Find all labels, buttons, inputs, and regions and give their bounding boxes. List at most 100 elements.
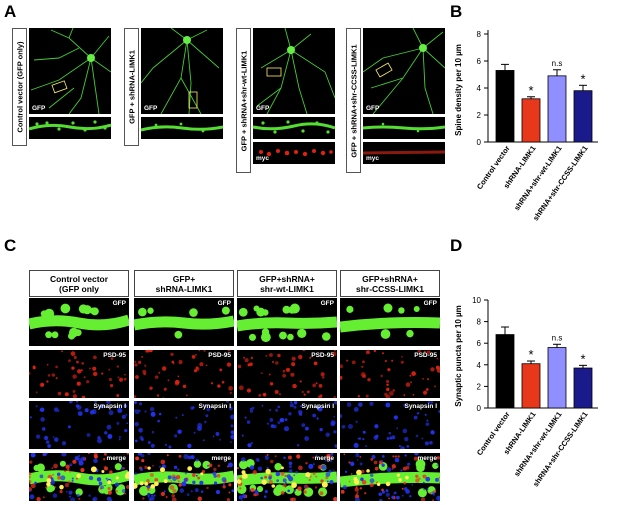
myc-stain-ccss-rescue: myc bbox=[363, 142, 445, 164]
chart-d-ytick-label: 4 bbox=[477, 361, 482, 370]
channel-tag-gfp: GFP bbox=[32, 105, 46, 112]
chart-b-significance-mark: * bbox=[528, 83, 533, 98]
micrograph-synapsin-i-4: Synapsin I bbox=[340, 401, 440, 449]
column-header-line2: shr-CCSS-LIMK1 bbox=[355, 284, 424, 294]
chart-b-significance-mark: * bbox=[580, 71, 585, 86]
micrograph-gfp-2: GFP bbox=[134, 298, 234, 346]
column-header-line2: shRNA-LIMK1 bbox=[155, 284, 213, 294]
dendrite-zoom-shrna bbox=[141, 117, 223, 139]
channel-tag: PSD-95 bbox=[414, 352, 437, 359]
neuron-image-wt-rescue: GFP bbox=[253, 28, 335, 114]
chart-b-ytick-label: 2 bbox=[477, 111, 482, 120]
chart-d-ytick-label: 10 bbox=[472, 296, 481, 305]
chart-d-ytick-label: 2 bbox=[477, 382, 482, 391]
channel-tag: merge bbox=[106, 455, 126, 462]
chart-b-significance-mark: n.s bbox=[552, 59, 563, 68]
channel-tag: Synapsin I bbox=[93, 403, 126, 410]
micrograph-psd-95-1: PSD-95 bbox=[29, 350, 129, 398]
channel-tag: GFP bbox=[423, 300, 437, 307]
micrograph-psd-95-3: PSD-95 bbox=[237, 350, 337, 398]
panel-label-a: A bbox=[4, 2, 17, 21]
chart-d-ytick-label: 6 bbox=[477, 339, 482, 348]
chart-d-ytick-label: 8 bbox=[477, 318, 482, 327]
chart-d-ytick-label: 0 bbox=[477, 404, 482, 413]
micrograph-psd-95-4: PSD-95 bbox=[340, 350, 440, 398]
chart-b-bar bbox=[573, 90, 593, 143]
channel-tag: GFP bbox=[112, 300, 126, 307]
channel-tag-myc: myc bbox=[366, 155, 380, 162]
micrograph-synapsin-i-3: Synapsin I bbox=[237, 401, 337, 449]
channel-tag-myc: myc bbox=[256, 155, 270, 162]
chart-d-significance-mark: n.s bbox=[552, 333, 563, 342]
chart-d-significance-mark: * bbox=[580, 351, 585, 366]
micrograph-synapsin-i-1: Synapsin I bbox=[29, 401, 129, 449]
column-header-3: GFP+shRNA+ shr-wt-LIMK1 bbox=[237, 270, 337, 297]
neuron-tracing-ccss-rescue bbox=[363, 28, 445, 114]
chart-d-ylabel: Synaptic puncta per 10 µm bbox=[454, 305, 463, 407]
dendrite-zoom-ccss-rescue bbox=[363, 117, 445, 139]
channel-tag-gfp: GFP bbox=[366, 105, 380, 112]
channel-tag: Synapsin I bbox=[198, 403, 231, 410]
channel-tag-gfp: GFP bbox=[256, 105, 270, 112]
neuron-image-control: GFP bbox=[29, 28, 111, 114]
chart-b-ytick-label: 0 bbox=[477, 138, 482, 147]
neuron-image-ccss-rescue: GFP bbox=[363, 28, 445, 114]
micrograph-synapsin-i-2: Synapsin I bbox=[134, 401, 234, 449]
condition-label-ccss-rescue: GFP + shRNA+shr-CCSS-LIMK1 bbox=[346, 28, 361, 173]
channel-tag: PSD-95 bbox=[311, 352, 334, 359]
chart-d-bar bbox=[495, 334, 515, 409]
chart-d-bar bbox=[573, 367, 593, 409]
channel-tag: merge bbox=[314, 455, 334, 462]
channel-tag: Synapsin I bbox=[404, 403, 437, 410]
chart-b-ytick-label: 4 bbox=[477, 84, 482, 93]
chart-b-ytick-label: 6 bbox=[477, 57, 482, 66]
chart-b-bar bbox=[547, 75, 567, 143]
panel-label-c: C bbox=[4, 236, 17, 255]
micrograph-psd-95-2: PSD-95 bbox=[134, 350, 234, 398]
column-header-line2: shr-wt-LIMK1 bbox=[260, 284, 314, 294]
channel-tag: Synapsin I bbox=[301, 403, 334, 410]
neuron-image-shrna: GFP bbox=[141, 28, 223, 114]
micrograph-merge-2: merge bbox=[134, 453, 234, 501]
column-header-2: GFP+ shRNA-LIMK1 bbox=[134, 270, 234, 297]
chart-d-category-label: shRNA+shr-wt-LIMK1 bbox=[512, 410, 563, 478]
channel-tag: PSD-95 bbox=[103, 352, 126, 359]
condition-label-wt-rescue: GFP + shRNA+shr-wt-LIMK1 bbox=[236, 28, 251, 173]
chart-b-ytick-label: 8 bbox=[477, 30, 482, 39]
column-header-4: GFP+shRNA+ shr-CCSS-LIMK1 bbox=[340, 270, 440, 297]
micrograph-gfp-3: GFP bbox=[237, 298, 337, 346]
channel-tag: GFP bbox=[217, 300, 231, 307]
channel-tag: merge bbox=[417, 455, 437, 462]
column-header-line1: GFP+shRNA+ bbox=[362, 274, 418, 284]
chart-d-bar bbox=[547, 347, 567, 409]
neuron-tracing-shrna bbox=[141, 28, 220, 114]
dendrite-zoom-wt-rescue bbox=[253, 117, 335, 139]
neuron-tracing-control bbox=[30, 28, 111, 114]
micrograph-gfp-4: GFP bbox=[340, 298, 440, 346]
dendrite-zoom-control bbox=[29, 117, 111, 139]
column-header-line1: Control vector bbox=[49, 274, 109, 284]
condition-label-control: Control vector (GFP only) bbox=[12, 28, 27, 146]
panel-label-d: D bbox=[450, 236, 463, 255]
chart-d-bar bbox=[521, 363, 541, 409]
micrograph-merge-4: merge bbox=[340, 453, 440, 501]
micrograph-merge-1: merge bbox=[29, 453, 129, 501]
column-header-line1: GFP+ bbox=[172, 274, 196, 284]
channel-tag: GFP bbox=[320, 300, 334, 307]
channel-tag-gfp: GFP bbox=[144, 105, 158, 112]
micrograph-gfp-1: GFP bbox=[29, 298, 129, 346]
chart-b-bar bbox=[495, 70, 515, 143]
column-header-line1: GFP+shRNA+ bbox=[259, 274, 315, 284]
channel-tag: merge bbox=[211, 455, 231, 462]
column-header-line2: (GFP only bbox=[59, 284, 99, 294]
channel-tag: PSD-95 bbox=[208, 352, 231, 359]
chart-d-significance-mark: * bbox=[528, 347, 533, 362]
column-header-1: Control vector (GFP only bbox=[29, 270, 129, 297]
chart-b-bar bbox=[521, 98, 541, 143]
chart-b-category-label: shRNA+shr-wt-LIMK1 bbox=[512, 144, 563, 212]
panel-label-b: B bbox=[450, 2, 463, 21]
neuron-tracing-wt-rescue bbox=[256, 28, 335, 114]
condition-label-shrna: GFP + shRNA-LIMK1 bbox=[124, 28, 139, 146]
